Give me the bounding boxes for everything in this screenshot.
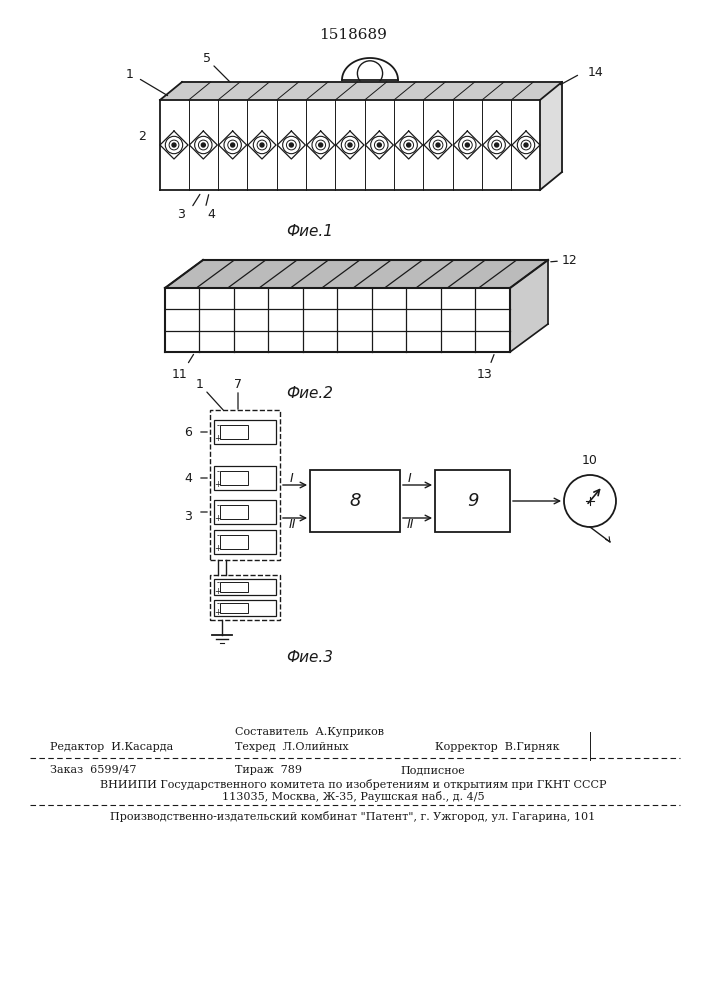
Text: Редактор  И.Касарда: Редактор И.Касарда xyxy=(50,742,173,752)
Circle shape xyxy=(289,143,293,147)
Bar xyxy=(210,575,280,620)
Text: 3: 3 xyxy=(177,208,185,221)
Bar xyxy=(220,471,248,485)
Text: 12: 12 xyxy=(562,253,578,266)
Text: -: - xyxy=(216,599,219,608)
Text: 8: 8 xyxy=(349,492,361,510)
Bar xyxy=(435,470,510,532)
Text: 5: 5 xyxy=(203,51,211,64)
Text: 7: 7 xyxy=(234,377,242,390)
Bar xyxy=(310,470,400,532)
Circle shape xyxy=(524,143,528,147)
Text: 14: 14 xyxy=(588,66,604,79)
Bar xyxy=(214,600,276,616)
Text: +: + xyxy=(214,434,221,443)
Circle shape xyxy=(201,143,205,147)
Circle shape xyxy=(230,143,235,147)
Text: Тираж  789: Тираж 789 xyxy=(235,765,302,775)
Text: -: - xyxy=(216,578,219,587)
Text: 3: 3 xyxy=(184,510,192,522)
Text: +: + xyxy=(214,544,221,553)
Text: Фие.3: Фие.3 xyxy=(286,650,334,666)
Polygon shape xyxy=(540,82,562,190)
Text: 9: 9 xyxy=(467,492,478,510)
Text: ВНИИПИ Государственного комитета по изобретениям и открытиям при ГКНТ СССР: ВНИИПИ Государственного комитета по изоб… xyxy=(100,778,606,790)
Text: +: + xyxy=(214,587,221,596)
Bar xyxy=(220,535,248,549)
Text: 1: 1 xyxy=(196,377,204,390)
Text: Производственно-издательский комбинат "Патент", г. Ужгород, ул. Гагарина, 101: Производственно-издательский комбинат "П… xyxy=(110,812,595,822)
Text: Техред  Л.Олийных: Техред Л.Олийных xyxy=(235,742,349,752)
Text: 1518689: 1518689 xyxy=(319,28,387,42)
Polygon shape xyxy=(510,260,548,352)
Text: II: II xyxy=(288,518,296,532)
Circle shape xyxy=(407,143,411,147)
Text: Фие.1: Фие.1 xyxy=(286,225,334,239)
Text: 113035, Москва, Ж-35, Раушская наб., д. 4/5: 113035, Москва, Ж-35, Раушская наб., д. … xyxy=(222,790,484,802)
Bar xyxy=(214,530,276,554)
Text: 4: 4 xyxy=(184,472,192,485)
Circle shape xyxy=(378,143,381,147)
Text: 6: 6 xyxy=(184,426,192,438)
Text: -: - xyxy=(216,467,219,476)
Bar xyxy=(220,425,248,439)
Text: 11: 11 xyxy=(172,367,188,380)
Text: Корректор  В.Гирняк: Корректор В.Гирняк xyxy=(435,742,559,752)
Bar xyxy=(220,505,248,519)
Polygon shape xyxy=(165,260,548,288)
Text: +: + xyxy=(214,608,221,617)
Bar xyxy=(210,410,280,560)
Circle shape xyxy=(319,143,322,147)
Bar xyxy=(214,420,276,444)
Circle shape xyxy=(495,143,498,147)
Text: 1: 1 xyxy=(126,68,134,81)
Text: -: - xyxy=(216,501,219,510)
Polygon shape xyxy=(160,82,562,100)
Circle shape xyxy=(348,143,352,147)
Text: I: I xyxy=(290,472,294,485)
Text: -: - xyxy=(216,531,219,540)
Text: 13: 13 xyxy=(477,367,493,380)
Text: Подписное: Подписное xyxy=(400,765,464,775)
Text: Составитель  А.Куприков: Составитель А.Куприков xyxy=(235,727,385,737)
Text: 10: 10 xyxy=(582,454,598,468)
Circle shape xyxy=(172,143,176,147)
Text: 2: 2 xyxy=(138,130,146,143)
Circle shape xyxy=(465,143,469,147)
Text: +: + xyxy=(214,514,221,523)
Circle shape xyxy=(260,143,264,147)
Text: -: - xyxy=(216,421,219,430)
Text: Заказ  6599/47: Заказ 6599/47 xyxy=(50,765,136,775)
Bar xyxy=(214,466,276,490)
Text: I: I xyxy=(408,472,412,485)
Text: Фие.2: Фие.2 xyxy=(286,386,334,401)
Bar xyxy=(220,603,248,613)
Bar xyxy=(214,500,276,524)
Text: 4: 4 xyxy=(207,208,215,221)
Bar xyxy=(214,579,276,595)
Text: II: II xyxy=(407,518,414,532)
Circle shape xyxy=(436,143,440,147)
Bar xyxy=(220,582,248,592)
Text: +: + xyxy=(214,480,221,489)
